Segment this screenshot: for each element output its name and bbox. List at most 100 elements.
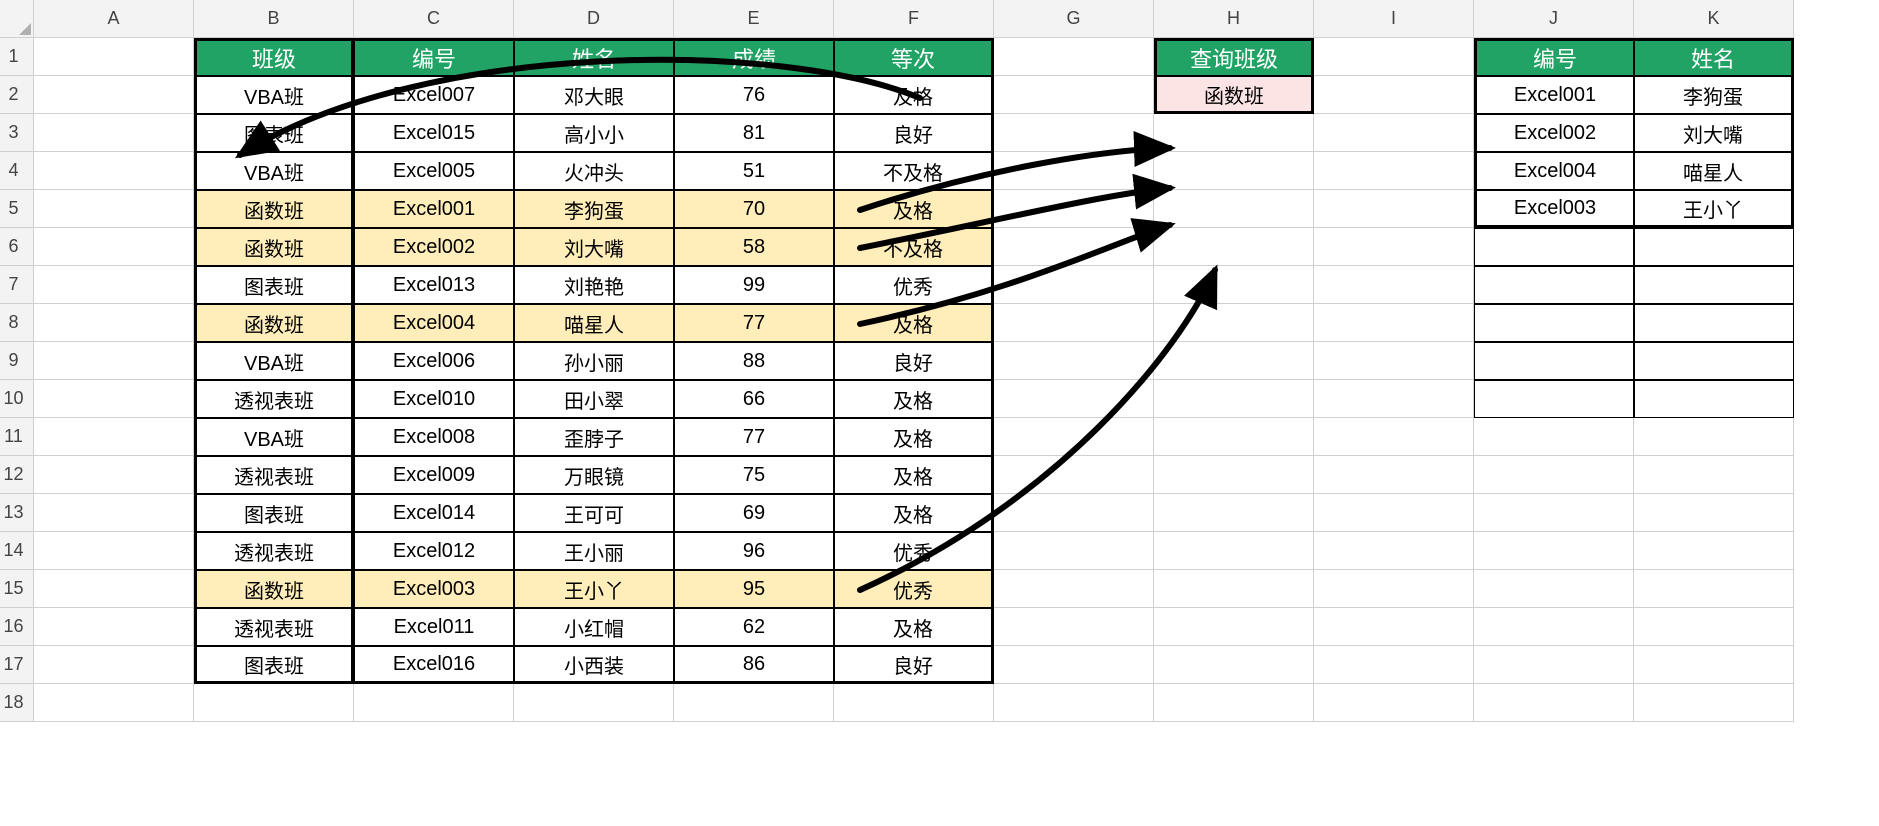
result-empty-cell[interactable] (1474, 266, 1634, 304)
cell[interactable] (34, 38, 194, 76)
main-cell[interactable]: Excel003 (354, 570, 514, 608)
main-cell[interactable]: 88 (674, 342, 834, 380)
column-header[interactable]: E (674, 0, 834, 38)
main-cell[interactable]: 优秀 (834, 266, 994, 304)
main-cell[interactable]: 58 (674, 228, 834, 266)
cell[interactable] (994, 570, 1154, 608)
row-header[interactable]: 5 (0, 190, 34, 228)
cell[interactable] (1634, 646, 1794, 684)
cell[interactable] (994, 684, 1154, 722)
cell[interactable] (514, 684, 674, 722)
cell[interactable] (994, 380, 1154, 418)
main-cell[interactable]: Excel016 (354, 646, 514, 684)
cell[interactable] (1154, 646, 1314, 684)
cell[interactable] (994, 228, 1154, 266)
cell[interactable] (1154, 380, 1314, 418)
cell[interactable] (834, 684, 994, 722)
result-cell[interactable]: 喵星人 (1634, 152, 1794, 190)
row-header[interactable]: 11 (0, 418, 34, 456)
main-cell[interactable]: 图表班 (194, 494, 354, 532)
main-cell[interactable]: 火冲头 (514, 152, 674, 190)
main-cell[interactable]: 及格 (834, 190, 994, 228)
row-header[interactable]: 16 (0, 608, 34, 646)
cell[interactable] (34, 418, 194, 456)
cell[interactable] (1314, 532, 1474, 570)
main-cell[interactable]: 王小丽 (514, 532, 674, 570)
row-header[interactable]: 3 (0, 114, 34, 152)
cell[interactable] (1314, 152, 1474, 190)
main-cell[interactable]: Excel001 (354, 190, 514, 228)
main-cell[interactable]: Excel007 (354, 76, 514, 114)
main-cell[interactable]: Excel011 (354, 608, 514, 646)
cell[interactable] (1634, 418, 1794, 456)
main-cell[interactable]: 及格 (834, 304, 994, 342)
cell[interactable] (994, 304, 1154, 342)
cell[interactable] (34, 228, 194, 266)
cell[interactable] (34, 684, 194, 722)
cell[interactable] (1474, 532, 1634, 570)
main-cell[interactable]: 刘大嘴 (514, 228, 674, 266)
cell[interactable] (994, 532, 1154, 570)
cell[interactable] (994, 646, 1154, 684)
row-header[interactable]: 12 (0, 456, 34, 494)
row-header[interactable]: 17 (0, 646, 34, 684)
main-cell[interactable]: Excel012 (354, 532, 514, 570)
main-cell[interactable]: 62 (674, 608, 834, 646)
main-cell[interactable]: Excel013 (354, 266, 514, 304)
main-cell[interactable]: 邓大眼 (514, 76, 674, 114)
result-cell[interactable]: 刘大嘴 (1634, 114, 1794, 152)
result-empty-cell[interactable] (1634, 380, 1794, 418)
cell[interactable] (1154, 570, 1314, 608)
cell[interactable] (1314, 114, 1474, 152)
result-empty-cell[interactable] (1474, 342, 1634, 380)
cell[interactable] (1314, 380, 1474, 418)
main-cell[interactable]: Excel015 (354, 114, 514, 152)
main-cell[interactable]: 76 (674, 76, 834, 114)
cell[interactable] (1314, 38, 1474, 76)
main-cell[interactable]: 51 (674, 152, 834, 190)
cell[interactable] (1314, 418, 1474, 456)
cell[interactable] (34, 608, 194, 646)
cell[interactable] (1154, 342, 1314, 380)
row-header[interactable]: 10 (0, 380, 34, 418)
main-cell[interactable]: 孙小丽 (514, 342, 674, 380)
main-cell[interactable]: 良好 (834, 114, 994, 152)
column-header[interactable]: G (994, 0, 1154, 38)
cell[interactable] (1154, 190, 1314, 228)
cell[interactable] (1474, 456, 1634, 494)
cell[interactable] (1154, 608, 1314, 646)
query-value[interactable]: 函数班 (1154, 76, 1314, 114)
result-empty-cell[interactable] (1474, 380, 1634, 418)
main-cell[interactable]: Excel010 (354, 380, 514, 418)
cell[interactable] (34, 532, 194, 570)
column-header[interactable]: F (834, 0, 994, 38)
row-header[interactable]: 14 (0, 532, 34, 570)
cell[interactable] (1314, 608, 1474, 646)
main-cell[interactable]: 不及格 (834, 228, 994, 266)
cell[interactable] (1154, 228, 1314, 266)
cell[interactable] (34, 456, 194, 494)
row-header[interactable]: 4 (0, 152, 34, 190)
main-cell[interactable]: 王小丫 (514, 570, 674, 608)
main-cell[interactable]: 96 (674, 532, 834, 570)
main-cell[interactable]: 优秀 (834, 570, 994, 608)
cell[interactable] (1314, 570, 1474, 608)
cell[interactable] (34, 304, 194, 342)
cell[interactable] (994, 456, 1154, 494)
main-cell[interactable]: 及格 (834, 494, 994, 532)
column-header[interactable]: A (34, 0, 194, 38)
main-cell[interactable]: 69 (674, 494, 834, 532)
main-cell[interactable]: 75 (674, 456, 834, 494)
cell[interactable] (1634, 570, 1794, 608)
main-cell[interactable]: 透视表班 (194, 456, 354, 494)
cell[interactable] (1474, 608, 1634, 646)
main-cell[interactable]: 喵星人 (514, 304, 674, 342)
row-header[interactable]: 1 (0, 38, 34, 76)
main-cell[interactable]: 95 (674, 570, 834, 608)
cell[interactable] (1314, 76, 1474, 114)
main-cell[interactable]: 86 (674, 646, 834, 684)
main-cell[interactable]: 良好 (834, 342, 994, 380)
cell[interactable] (1474, 646, 1634, 684)
cell[interactable] (1314, 190, 1474, 228)
cell[interactable] (34, 494, 194, 532)
